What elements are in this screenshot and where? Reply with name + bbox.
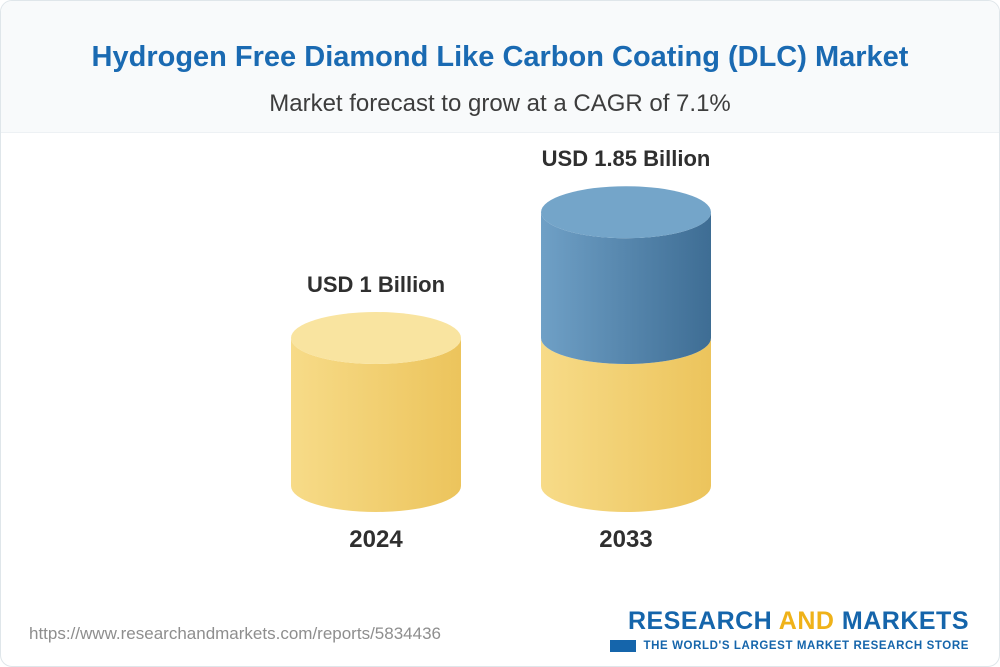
logo-tagline-row: THE WORLD'S LARGEST MARKET RESEARCH STOR… xyxy=(609,640,970,652)
research-and-markets-logo: RESEARCH AND MARKETS THE WORLD'S LARGEST… xyxy=(609,607,970,652)
chart-header: Hydrogen Free Diamond Like Carbon Coatin… xyxy=(1,1,999,133)
report-url-link[interactable]: https://www.researchandmarkets.com/repor… xyxy=(29,624,441,643)
logo-wordmark: RESEARCH AND MARKETS xyxy=(610,607,970,636)
logo-tagline-bar xyxy=(609,640,636,652)
cylinder-2033-growth-body xyxy=(541,212,711,364)
chart-subtitle: Market forecast to grow at a CAGR of 7.1… xyxy=(269,90,731,117)
logo-word-markets: MARKETS xyxy=(841,607,969,635)
logo-tagline: THE WORLD'S LARGEST MARKET RESEARCH STOR… xyxy=(643,640,969,652)
value-label-2024: USD 1 Billion xyxy=(306,272,446,297)
cylinder-2033-top-cap xyxy=(541,186,711,239)
category-label-2024: 2024 xyxy=(349,526,403,553)
logo-word-research: RESEARCH xyxy=(627,607,773,635)
chart-footer: https://www.researchandmarkets.com/repor… xyxy=(1,594,999,666)
value-label-2033: USD 1.85 Billion xyxy=(541,146,711,172)
chart-title: Hydrogen Free Diamond Like Carbon Coatin… xyxy=(91,41,909,73)
cylinder-2033-base-body xyxy=(541,338,711,512)
logo-word-and: AND xyxy=(778,607,835,635)
cylinder-2024-top-cap xyxy=(291,312,461,364)
cylinder-2024-base-body xyxy=(291,338,461,512)
category-label-2033: 2033 xyxy=(599,526,653,553)
